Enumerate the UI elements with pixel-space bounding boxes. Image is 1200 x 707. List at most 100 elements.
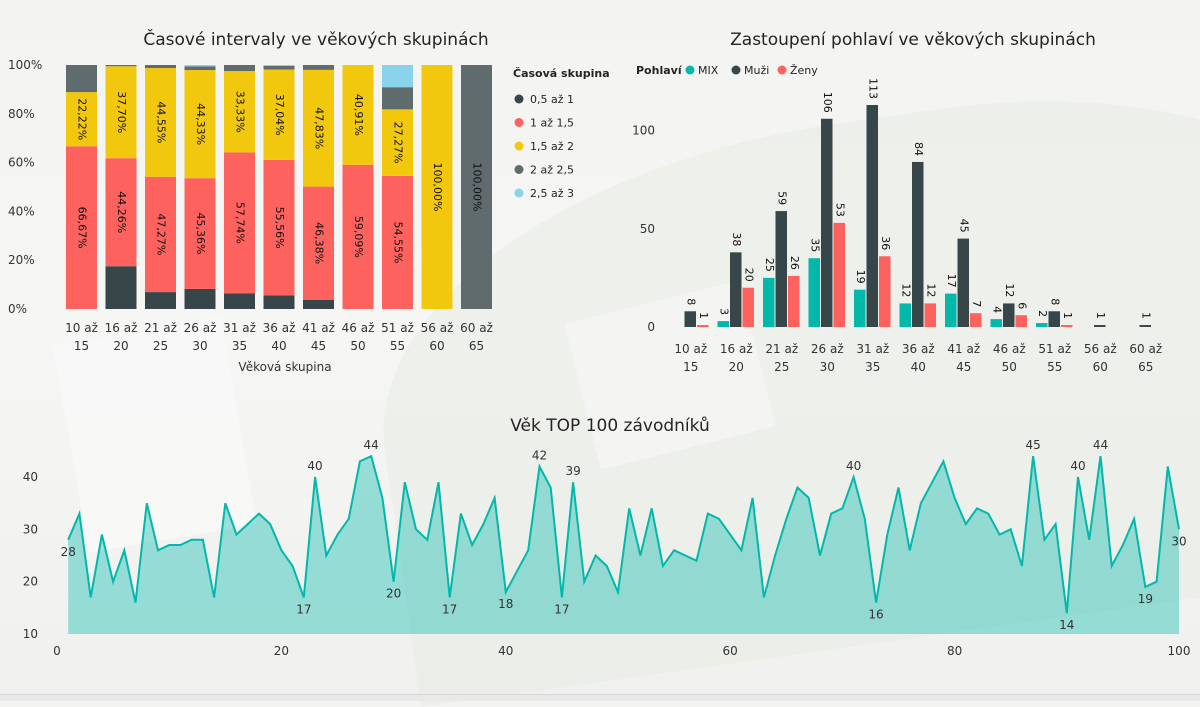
gender-x-tick: 15	[683, 360, 698, 374]
gender-x-tick: 30	[820, 360, 835, 374]
top100-point-label: 39	[565, 464, 580, 478]
stacked-bar-segment	[224, 71, 255, 153]
top100-point-label: 28	[61, 545, 76, 559]
stacked-bar-segment	[224, 152, 255, 294]
stacked-bar-segment	[303, 65, 334, 70]
time-intervals-x-tick: 41 až	[302, 321, 335, 335]
gender-bar-data-label: 20	[742, 268, 755, 282]
gender-bar	[821, 118, 833, 327]
time-intervals-legend-title: Časová skupina	[513, 67, 610, 80]
top100-point-label: 14	[1059, 618, 1074, 632]
stacked-bar-segment	[184, 66, 216, 71]
time-intervals-x-tick: 60 až	[460, 321, 493, 335]
gender-x-tick: 25	[774, 360, 789, 374]
top100-title: Věk TOP 100 závodníků	[510, 416, 709, 436]
time-intervals-x-tick: 35	[232, 339, 247, 353]
gender-bar-data-label: 1	[697, 312, 710, 319]
time-intervals-x-tick: 60	[429, 339, 444, 353]
legend-item-label: 0,5 až 1	[530, 93, 574, 106]
time-intervals-x-tick: 51 až	[381, 321, 414, 335]
legend-item-label: Muži	[744, 64, 769, 77]
legend-item-label: 1 až 1,5	[530, 117, 574, 130]
time-intervals-y-axis: 0% 20% 40% 60% 80% 100%	[8, 58, 42, 316]
stacked-bar-segment	[224, 293, 255, 309]
gender-bar	[854, 289, 866, 327]
time-intervals-x-tick: 26 až	[184, 321, 217, 335]
top100-area-fill	[68, 456, 1180, 634]
stacked-bar-segment	[303, 186, 334, 300]
gender-y-axis: 0 50 100	[632, 124, 655, 334]
gender-x-tick: 10 až	[674, 342, 707, 356]
stacked-bar-segment	[263, 65, 295, 70]
stacked-bar-segment	[303, 69, 334, 187]
time-intervals-x-tick: 55	[390, 339, 405, 353]
time-intervals-y-tick: 0%	[8, 302, 27, 316]
gender-x-tick: 41 až	[947, 342, 980, 356]
gender-bar	[717, 321, 729, 327]
stacked-bar-data-label: 57,74%	[234, 202, 247, 244]
time-intervals-x-tick: 65	[469, 339, 484, 353]
legend-marker	[731, 65, 741, 75]
gender-bar-data-label: 12	[899, 283, 912, 297]
gender-bar	[684, 311, 696, 327]
top100-y-tick: 10	[23, 627, 38, 641]
stacked-bar-segment	[184, 288, 216, 309]
gender-x-tick: 56 až	[1084, 342, 1117, 356]
gender-bar	[970, 313, 982, 327]
gender-bar	[1061, 325, 1073, 327]
stacked-bar-segment	[66, 92, 97, 147]
stacked-bar-data-label: 66,67%	[76, 207, 89, 249]
stacked-bar-segment	[145, 176, 176, 293]
top100-x-tick: 20	[274, 644, 289, 658]
stacked-bar-data-label: 37,70%	[115, 91, 128, 133]
top100-y-axis: 10 20 30 40	[23, 470, 38, 641]
gender-bar	[957, 238, 969, 327]
legend-item-label: 2 až 2,5	[530, 164, 574, 177]
gender-bar	[1048, 311, 1060, 327]
gender-x-tick: 35	[865, 360, 880, 374]
stacked-bar-data-label: 47,83%	[313, 107, 326, 149]
stacked-bar-segment	[66, 65, 97, 93]
gender-bar	[879, 256, 891, 327]
gender-bar-data-label: 12	[1003, 283, 1016, 297]
stacked-bar-data-label: 40,91%	[352, 94, 365, 136]
time-intervals-x-label: Věková skupina	[238, 360, 331, 374]
time-intervals-y-tick: 20%	[8, 253, 35, 267]
gender-bar	[912, 161, 924, 327]
gender-x-tick: 21 až	[765, 342, 798, 356]
gender-bar-data-label: 1	[1094, 312, 1107, 319]
top100-point-label: 40	[846, 459, 861, 473]
gender-x-tick: 26 až	[811, 342, 844, 356]
time-intervals-x-tick: 56 až	[421, 321, 454, 335]
legend-marker	[685, 65, 695, 75]
time-intervals-x-tick: 10 až	[65, 321, 98, 335]
gender-bar	[1003, 303, 1015, 327]
gender-bar	[1036, 323, 1048, 327]
legend-marker	[514, 118, 524, 127]
time-intervals-x-tick: 40	[271, 339, 286, 353]
stacked-bar-data-label: 44,55%	[155, 101, 168, 143]
gender-x-tick: 60	[1093, 360, 1108, 374]
gender-bar	[788, 275, 800, 327]
gender-bar	[1015, 315, 1027, 327]
stacked-bar-segment	[382, 175, 413, 309]
gender-bars: 8133820255926351065319113361284121745741…	[684, 78, 1152, 327]
top100-y-tick: 30	[23, 522, 38, 536]
stacked-bar-data-label: 44,33%	[194, 103, 207, 145]
gender-bar-data-label: 113	[866, 78, 879, 99]
gender-x-tick: 50	[1002, 360, 1017, 374]
stacked-bar-segment	[342, 164, 374, 309]
top100-point-label: 40	[307, 459, 322, 473]
gender-x-tick: 31 až	[856, 342, 889, 356]
gender-x-tick: 51 až	[1038, 342, 1071, 356]
stacked-bar-segment	[184, 65, 216, 67]
time-intervals-x-tick: 30	[192, 339, 207, 353]
stacked-bar-data-label: 59,09%	[352, 216, 365, 258]
gender-bar-data-label: 12	[924, 283, 937, 297]
stacked-bar-segment	[382, 109, 413, 176]
gender-x-tick: 40	[911, 360, 926, 374]
top100-point-label: 42	[532, 449, 547, 463]
top100-x-tick: 60	[723, 644, 738, 658]
legend-marker	[514, 188, 524, 198]
gender-bar-data-label: 26	[788, 256, 801, 270]
